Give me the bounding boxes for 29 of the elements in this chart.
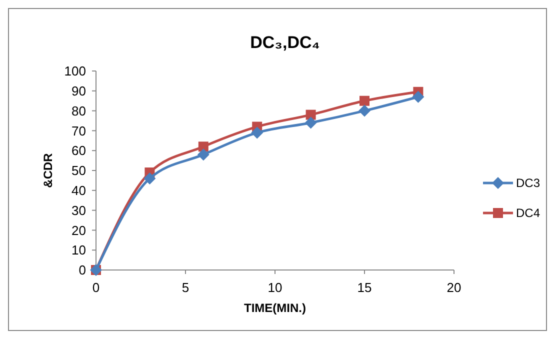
x-tick-label: 15 (357, 280, 372, 295)
point (412, 90, 424, 103)
x-tick-label: 0 (92, 280, 100, 295)
point (251, 126, 264, 139)
y-axis-title: &CDR (41, 152, 55, 188)
y-tick-label: 80 (72, 103, 86, 118)
y-tick-label: 20 (72, 222, 86, 238)
x-tick-label: 20 (446, 280, 462, 295)
y-tick-label: 50 (72, 163, 86, 178)
x-tick-label: 5 (182, 280, 190, 295)
point (304, 116, 317, 129)
y-tick-label: 60 (72, 143, 86, 158)
y-tick-label: 30 (72, 202, 86, 218)
y-tick-label: 90 (72, 83, 86, 98)
chart-title: DC₃,DC₄ (250, 33, 320, 52)
y-tick-label: 100 (64, 64, 86, 79)
point (197, 148, 210, 161)
point (144, 172, 156, 184)
point (198, 142, 208, 152)
point (360, 96, 370, 106)
y-tick-label: 40 (72, 182, 86, 198)
legend-label: DC3 (516, 176, 540, 190)
point (358, 104, 370, 117)
x-axis-title: TIME(MIN.) (244, 301, 306, 315)
y-tick-label: 10 (72, 242, 86, 258)
y-tick-label: 0 (78, 262, 86, 278)
legend-label: DC4 (516, 206, 540, 220)
x-tick-label: 10 (268, 280, 282, 295)
y-tick-label: 70 (72, 123, 86, 138)
